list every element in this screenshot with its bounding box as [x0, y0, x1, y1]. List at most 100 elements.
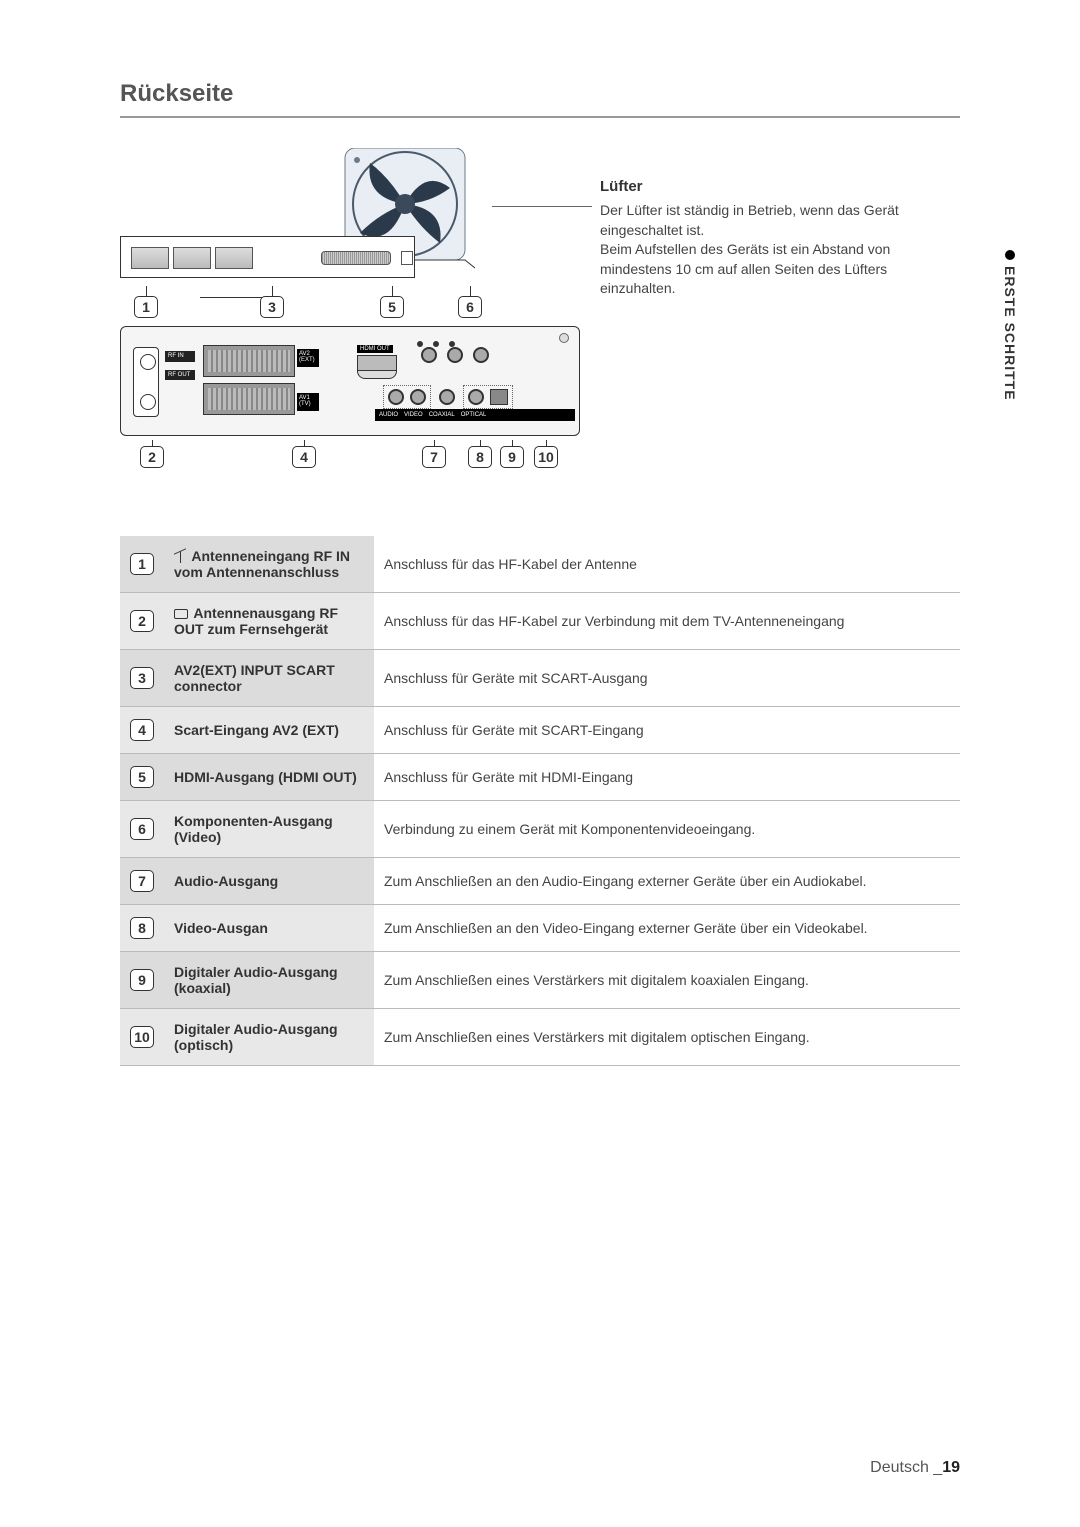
row-label: Digitaler Audio-Ausgang (optisch)	[164, 1009, 374, 1066]
row-number: 1	[130, 553, 154, 575]
screw-icon	[559, 333, 569, 343]
hdmi-under-icon	[357, 371, 397, 379]
usb-slot-icon	[401, 251, 413, 265]
bottom-number-row: 2 4 7 8 9 10	[120, 446, 580, 476]
callout-4: 4	[292, 446, 316, 468]
tv-icon	[174, 609, 188, 619]
row-label: Digitaler Audio-Ausgang (koaxial)	[164, 952, 374, 1009]
digital-out-box	[463, 385, 513, 409]
table-row: 9 Digitaler Audio-Ausgang (koaxial)Zum A…	[120, 952, 960, 1009]
callout-6: 6	[458, 296, 482, 318]
ports-table: 1 Antenneneingang RF IN vom Antennenansc…	[120, 536, 960, 1066]
rca-y-icon	[421, 347, 437, 363]
table-row: 5 HDMI-Ausgang (HDMI OUT)Anschluss für G…	[120, 754, 960, 801]
top-number-row: 1 3 5 6	[120, 296, 580, 320]
row-label: HDMI-Ausgang (HDMI OUT)	[164, 754, 374, 801]
slot-icon	[215, 247, 253, 269]
row-desc: Zum Anschließen an den Audio-Eingang ext…	[374, 858, 960, 905]
callout-2: 2	[140, 446, 164, 468]
scart-av2-icon	[203, 345, 295, 377]
strip-video: VIDEO	[404, 412, 423, 418]
hdmi-port-icon	[357, 355, 397, 371]
table-row: 10 Digitaler Audio-Ausgang (optisch)Zum …	[120, 1009, 960, 1066]
row-label: Scart-Eingang AV2 (EXT)	[164, 707, 374, 754]
row-desc: Verbindung zu einem Gerät mit Komponente…	[374, 801, 960, 858]
fan-text-1: Der Lüfter ist ständig in Betrieb, wenn …	[600, 201, 960, 240]
device-column: 1 3 5 6 RF IN RF OUT AV2 (EXT) AV1 (TV) …	[120, 158, 580, 476]
callout-3: 3	[260, 296, 284, 318]
rca-pr-icon	[473, 347, 489, 363]
rca-l-icon	[388, 389, 404, 405]
fan-description: Lüfter Der Lüfter ist ständig in Betrieb…	[600, 158, 960, 476]
hdmi-block: HDMI OUT	[357, 345, 407, 379]
port-label-strip: AUDIO VIDEO COAXIAL OPTICAL	[375, 409, 575, 421]
callout-1: 1	[134, 296, 158, 318]
row-desc: Zum Anschließen eines Verstärkers mit di…	[374, 1009, 960, 1066]
unit-body	[120, 236, 415, 278]
row-desc: Anschluss für Geräte mit SCART-Eingang	[374, 707, 960, 754]
callout-5: 5	[380, 296, 404, 318]
slot-icon	[173, 247, 211, 269]
av-row	[383, 385, 513, 409]
callout-8: 8	[468, 446, 492, 468]
row-number: 6	[130, 818, 154, 840]
row-label: Audio-Ausgang	[164, 858, 374, 905]
callout-9: 9	[500, 446, 524, 468]
footer-page: 19	[942, 1459, 960, 1476]
row-label: Video-Ausgan	[164, 905, 374, 952]
audio-out-box	[383, 385, 431, 409]
page-footer: Deutsch _19	[870, 1459, 960, 1477]
row-number: 4	[130, 719, 154, 741]
row-desc: Anschluss für Geräte mit SCART-Ausgang	[374, 650, 960, 707]
table-row: 4 Scart-Eingang AV2 (EXT)Anschluss für G…	[120, 707, 960, 754]
fan-heading: Lüfter	[600, 178, 960, 195]
fan-text-2: Beim Aufstellen des Geräts ist ein Absta…	[600, 240, 960, 299]
antenna-icon	[174, 551, 186, 563]
side-dot-icon	[1005, 250, 1015, 260]
row-number: 8	[130, 917, 154, 939]
strip-opt: OPTICAL	[461, 412, 487, 418]
slot-icon	[131, 247, 169, 269]
footer-sep: _	[933, 1459, 942, 1476]
table-row: 7 Audio-AusgangZum Anschließen an den Au…	[120, 858, 960, 905]
row-number: 9	[130, 969, 154, 991]
row-label: Antenneneingang RF IN vom Antennenanschl…	[164, 536, 374, 593]
scart-stack: AV2 (EXT) AV1 (TV)	[203, 345, 295, 415]
callout-10: 10	[534, 446, 558, 468]
rca-coax-icon	[468, 389, 484, 405]
table-row: 6 Komponenten-Ausgang (Video)Verbindung …	[120, 801, 960, 858]
title-rule	[120, 116, 960, 118]
row-number: 7	[130, 870, 154, 892]
scart-tag-av1: AV1 (TV)	[297, 393, 319, 411]
table-row: 1 Antenneneingang RF IN vom Antennenansc…	[120, 536, 960, 593]
fan-leader-line	[492, 206, 592, 207]
footer-lang: Deutsch	[870, 1459, 929, 1476]
scart-av1-icon	[203, 383, 295, 415]
diagram-area: 1 3 5 6 RF IN RF OUT AV2 (EXT) AV1 (TV) …	[120, 158, 960, 476]
rca-video-icon	[439, 389, 455, 405]
row-desc: Zum Anschließen eines Verstärkers mit di…	[374, 952, 960, 1009]
row-desc: Zum Anschließen an den Video-Eingang ext…	[374, 905, 960, 952]
top-unit	[120, 158, 580, 288]
optical-icon	[490, 389, 508, 405]
row-desc: Anschluss für das HF-Kabel der Antenne	[374, 536, 960, 593]
power-connector-icon	[133, 347, 159, 417]
component-row	[421, 347, 489, 363]
hdmi-label: HDMI OUT	[357, 345, 393, 353]
table-row: 8 Video-AusganZum Anschließen an den Vid…	[120, 905, 960, 952]
row-number: 5	[130, 766, 154, 788]
row-label: Komponenten-Ausgang (Video)	[164, 801, 374, 858]
disc-slot-icon	[321, 251, 391, 265]
row-label: AV2(EXT) INPUT SCART connector	[164, 650, 374, 707]
page-title: Rückseite	[120, 80, 960, 108]
row-label: Antennenausgang RF OUT zum Fernsehgerät	[164, 593, 374, 650]
rf-out-label: RF OUT	[165, 370, 195, 381]
side-tab: ERSTE SCHRITTE	[1002, 250, 1018, 401]
rf-in-label: RF IN	[165, 351, 195, 362]
rf-label-stack: RF IN RF OUT	[165, 351, 195, 380]
side-tab-text: ERSTE SCHRITTE	[1002, 266, 1018, 401]
strip-coax: COAXIAL	[429, 412, 455, 418]
row-number: 2	[130, 610, 154, 632]
unit-slots	[131, 247, 253, 269]
bottom-unit: RF IN RF OUT AV2 (EXT) AV1 (TV) HDMI OUT	[120, 326, 580, 436]
